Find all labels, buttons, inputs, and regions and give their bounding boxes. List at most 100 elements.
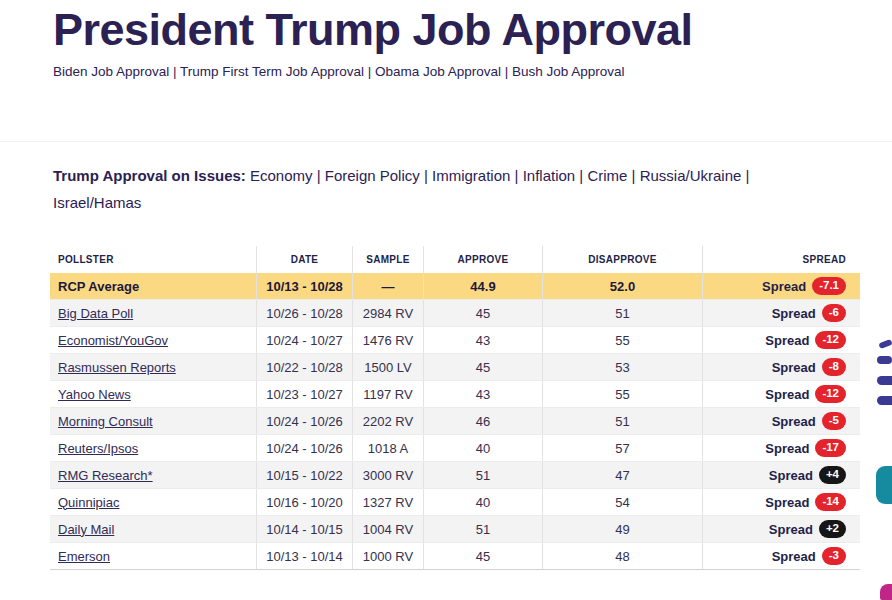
clipped-widget-fragment	[876, 466, 892, 504]
issue-link[interactable]: Israel/Hamas	[53, 194, 141, 211]
pollster-link[interactable]: Daily Mail	[58, 522, 114, 537]
disapprove-cell: 53	[543, 354, 703, 380]
disapprove-cell: 55	[543, 381, 703, 407]
pollster-cell: Morning Consult	[50, 408, 257, 434]
related-approval-link[interactable]: Obama Job Approval	[375, 64, 501, 79]
pollster-cell: Yahoo News	[50, 381, 257, 407]
disapprove-cell: 49	[543, 516, 703, 542]
date-cell: 10/13 - 10/28	[257, 273, 353, 299]
pollster-link[interactable]: Yahoo News	[58, 387, 131, 402]
sample-cell: 2984 RV	[353, 300, 424, 326]
date-cell: 10/23 - 10/27	[257, 381, 353, 407]
approve-cell: 51	[424, 516, 543, 542]
disapprove-cell: 52.0	[543, 273, 703, 299]
spread-cell: Spread -14	[703, 489, 860, 515]
pollster-link[interactable]: Quinnipiac	[58, 495, 119, 510]
date-cell: 10/22 - 10/28	[257, 354, 353, 380]
clipped-glyph-fragment	[877, 376, 892, 385]
pollster-link[interactable]: Morning Consult	[58, 414, 153, 429]
page-title: President Trump Job Approval	[53, 4, 713, 55]
spread-cell: Spread -7.1	[703, 273, 860, 299]
clipped-widget-fragment	[880, 584, 892, 600]
related-approval-links: Biden Job Approval | Trump First Term Jo…	[53, 64, 713, 79]
issue-link[interactable]: Crime	[587, 167, 627, 184]
pollster-link[interactable]: Emerson	[58, 549, 110, 564]
date-cell: 10/24 - 10/26	[257, 408, 353, 434]
date-cell: 10/26 - 10/28	[257, 300, 353, 326]
disapprove-cell: 57	[543, 435, 703, 461]
issue-link[interactable]: Economy	[250, 167, 313, 184]
table-row: Reuters/Ipsos 10/24 - 10/26 1018 A 40 57…	[50, 435, 860, 462]
table-row: Emerson 10/13 - 10/14 1000 RV 45 48 Spre…	[50, 543, 860, 570]
spread-pill: -7.1	[812, 277, 846, 295]
section-divider	[0, 141, 892, 142]
approve-cell: 45	[424, 300, 543, 326]
approve-cell: 45	[424, 354, 543, 380]
pollster-link[interactable]: Big Data Poll	[58, 306, 133, 321]
related-approval-link[interactable]: Trump First Term Job Approval	[180, 64, 364, 79]
table-header-row: POLLSTERDATESAMPLEAPPROVEDISAPPROVESPREA…	[50, 246, 860, 273]
approve-cell: 45	[424, 543, 543, 569]
pollster-link[interactable]: RMG Research*	[58, 468, 153, 483]
spread-label: Spread	[769, 468, 813, 483]
issue-link[interactable]: Foreign Policy	[325, 167, 420, 184]
disapprove-cell: 47	[543, 462, 703, 488]
sample-cell: —	[353, 273, 424, 299]
spread-cell: Spread -12	[703, 381, 860, 407]
spread-cell: Spread -12	[703, 327, 860, 353]
page-header: President Trump Job Approval Biden Job A…	[53, 4, 713, 79]
spread-label: Spread	[772, 414, 816, 429]
spread-label: Spread	[772, 360, 816, 375]
column-header-sample: SAMPLE	[353, 246, 424, 273]
table-row: Rasmussen Reports 10/22 - 10/28 1500 LV …	[50, 354, 860, 381]
sample-cell: 1197 RV	[353, 381, 424, 407]
column-header-date: DATE	[257, 246, 353, 273]
spread-pill: -5	[822, 412, 846, 430]
issue-link[interactable]: Immigration	[432, 167, 510, 184]
date-cell: 10/15 - 10/22	[257, 462, 353, 488]
disapprove-cell: 48	[543, 543, 703, 569]
spread-label: Spread	[765, 387, 809, 402]
spread-cell: Spread -17	[703, 435, 860, 461]
table-body: RCP Average 10/13 - 10/28 — 44.9 52.0 Sp…	[50, 273, 860, 570]
sample-cell: 1004 RV	[353, 516, 424, 542]
spread-label: Spread	[772, 306, 816, 321]
related-approval-link[interactable]: Biden Job Approval	[53, 64, 169, 79]
disapprove-cell: 51	[543, 300, 703, 326]
related-approval-link[interactable]: Bush Job Approval	[512, 64, 625, 79]
date-cell: 10/24 - 10/27	[257, 327, 353, 353]
sample-cell: 3000 RV	[353, 462, 424, 488]
sample-cell: 1476 RV	[353, 327, 424, 353]
approve-cell: 46	[424, 408, 543, 434]
approve-cell: 40	[424, 435, 543, 461]
pollster-link[interactable]: Economist/YouGov	[58, 333, 168, 348]
pollster-cell: Economist/YouGov	[50, 327, 257, 353]
spread-cell: Spread +2	[703, 516, 860, 542]
pollster-cell: RCP Average	[50, 273, 257, 299]
date-cell: 10/16 - 10/20	[257, 489, 353, 515]
spread-pill: -6	[822, 304, 846, 322]
approve-cell: 40	[424, 489, 543, 515]
table-row: Yahoo News 10/23 - 10/27 1197 RV 43 55 S…	[50, 381, 860, 408]
date-cell: 10/24 - 10/26	[257, 435, 353, 461]
spread-pill: -17	[815, 439, 846, 457]
issue-link[interactable]: Inflation	[523, 167, 576, 184]
issue-link[interactable]: Russia/Ukraine	[640, 167, 742, 184]
table-row: Daily Mail 10/14 - 10/15 1004 RV 51 49 S…	[50, 516, 860, 543]
approve-cell: 43	[424, 381, 543, 407]
pollster-link[interactable]: Reuters/Ipsos	[58, 441, 138, 456]
sample-cell: 1018 A	[353, 435, 424, 461]
pollster-cell: Daily Mail	[50, 516, 257, 542]
table-row: Morning Consult 10/24 - 10/26 2202 RV 46…	[50, 408, 860, 435]
column-header-pollster: POLLSTER	[50, 246, 257, 273]
page: President Trump Job Approval Biden Job A…	[0, 0, 892, 600]
pollster-link: RCP Average	[58, 279, 139, 294]
table-row: RMG Research* 10/15 - 10/22 3000 RV 51 4…	[50, 462, 860, 489]
disapprove-cell: 55	[543, 327, 703, 353]
date-cell: 10/13 - 10/14	[257, 543, 353, 569]
pollster-link[interactable]: Rasmussen Reports	[58, 360, 176, 375]
sample-cell: 2202 RV	[353, 408, 424, 434]
spread-pill: -12	[815, 331, 846, 349]
polls-table: POLLSTERDATESAMPLEAPPROVEDISAPPROVESPREA…	[50, 246, 860, 570]
spread-label: Spread	[762, 279, 806, 294]
